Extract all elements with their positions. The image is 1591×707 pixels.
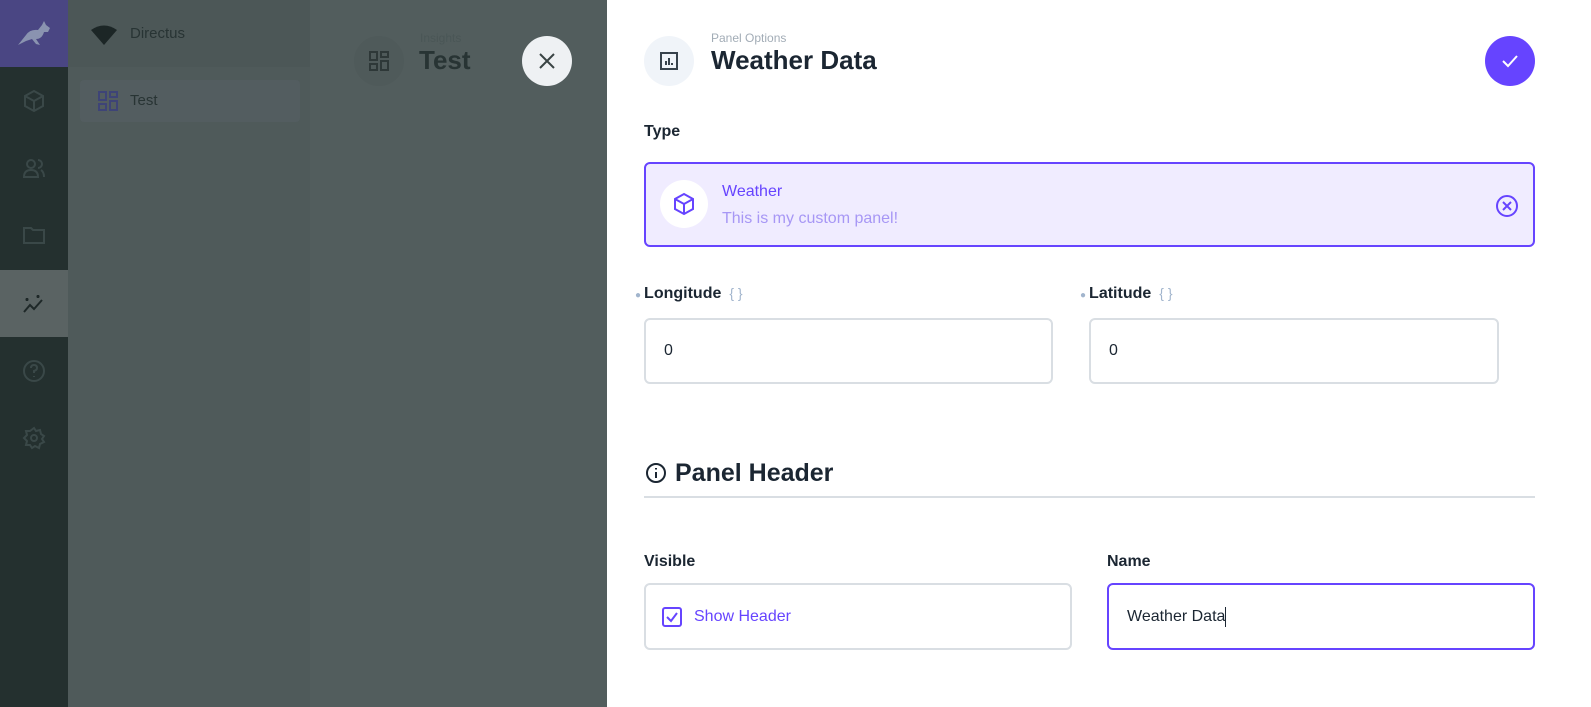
- gear-icon: [22, 426, 46, 449]
- info-icon: [646, 463, 666, 483]
- sidebar-item-label: Test: [130, 92, 158, 109]
- directus-rabbit-icon: [18, 20, 50, 45]
- longitude-label: ● Longitude{ }: [635, 285, 743, 302]
- raw-value-icon[interactable]: { }: [729, 285, 743, 301]
- type-label: Type: [644, 123, 681, 140]
- drawer-title: Weather Data: [711, 45, 877, 75]
- bar-chart-icon: [660, 52, 678, 70]
- main-content: Insights Test: [310, 0, 607, 707]
- visible-label: Visible: [644, 553, 696, 570]
- name-label: Name: [1107, 553, 1151, 570]
- checkbox-checked-icon: [662, 606, 682, 627]
- logo[interactable]: [0, 0, 68, 67]
- clear-icon[interactable]: [1495, 194, 1519, 218]
- page-title: Test: [419, 45, 471, 75]
- raw-value-icon[interactable]: { }: [1159, 285, 1173, 301]
- type-select[interactable]: Weather This is my custom panel!: [644, 162, 1535, 247]
- name-input[interactable]: Weather Data: [1107, 583, 1535, 650]
- nav-files[interactable]: [0, 201, 68, 268]
- nav-help[interactable]: [0, 337, 68, 404]
- type-name: Weather: [722, 183, 783, 200]
- section-title: Panel Header: [675, 459, 834, 487]
- close-drawer-button[interactable]: [522, 36, 572, 86]
- nav-users[interactable]: [0, 134, 68, 201]
- show-header-toggle[interactable]: Show Header: [644, 583, 1072, 650]
- check-icon: [1502, 55, 1518, 68]
- breadcrumb[interactable]: Insights: [420, 31, 462, 45]
- sidebar-item-test[interactable]: Test: [80, 80, 300, 122]
- module-bar: [0, 0, 68, 707]
- nav-insights[interactable]: [0, 270, 68, 337]
- insights-icon: [23, 294, 43, 313]
- panel-options-drawer: Panel Options Weather Data Type Weather …: [607, 0, 1591, 707]
- close-icon: [539, 53, 555, 69]
- cube-icon: [674, 192, 694, 216]
- dashboard-icon: [98, 91, 118, 111]
- latitude-input[interactable]: 0: [1089, 318, 1499, 384]
- section-divider: [644, 496, 1535, 498]
- folder-icon: [23, 226, 45, 244]
- project-name: Directus: [130, 25, 186, 42]
- drawer-subtitle: Panel Options: [711, 31, 787, 45]
- longitude-input[interactable]: 0: [644, 318, 1053, 384]
- navigation-sidebar: Directus Test: [68, 0, 310, 707]
- cube-icon: [24, 89, 44, 112]
- nav-content[interactable]: [0, 67, 68, 134]
- dashboard-icon: [369, 51, 389, 71]
- users-icon: [22, 158, 45, 178]
- latitude-label: ● Latitude{ }: [1080, 285, 1173, 302]
- wifi-icon: [91, 25, 117, 45]
- help-icon: [23, 359, 45, 382]
- type-description: This is my custom panel!: [722, 210, 899, 227]
- save-button[interactable]: [1485, 36, 1535, 86]
- nav-settings[interactable]: [0, 404, 68, 471]
